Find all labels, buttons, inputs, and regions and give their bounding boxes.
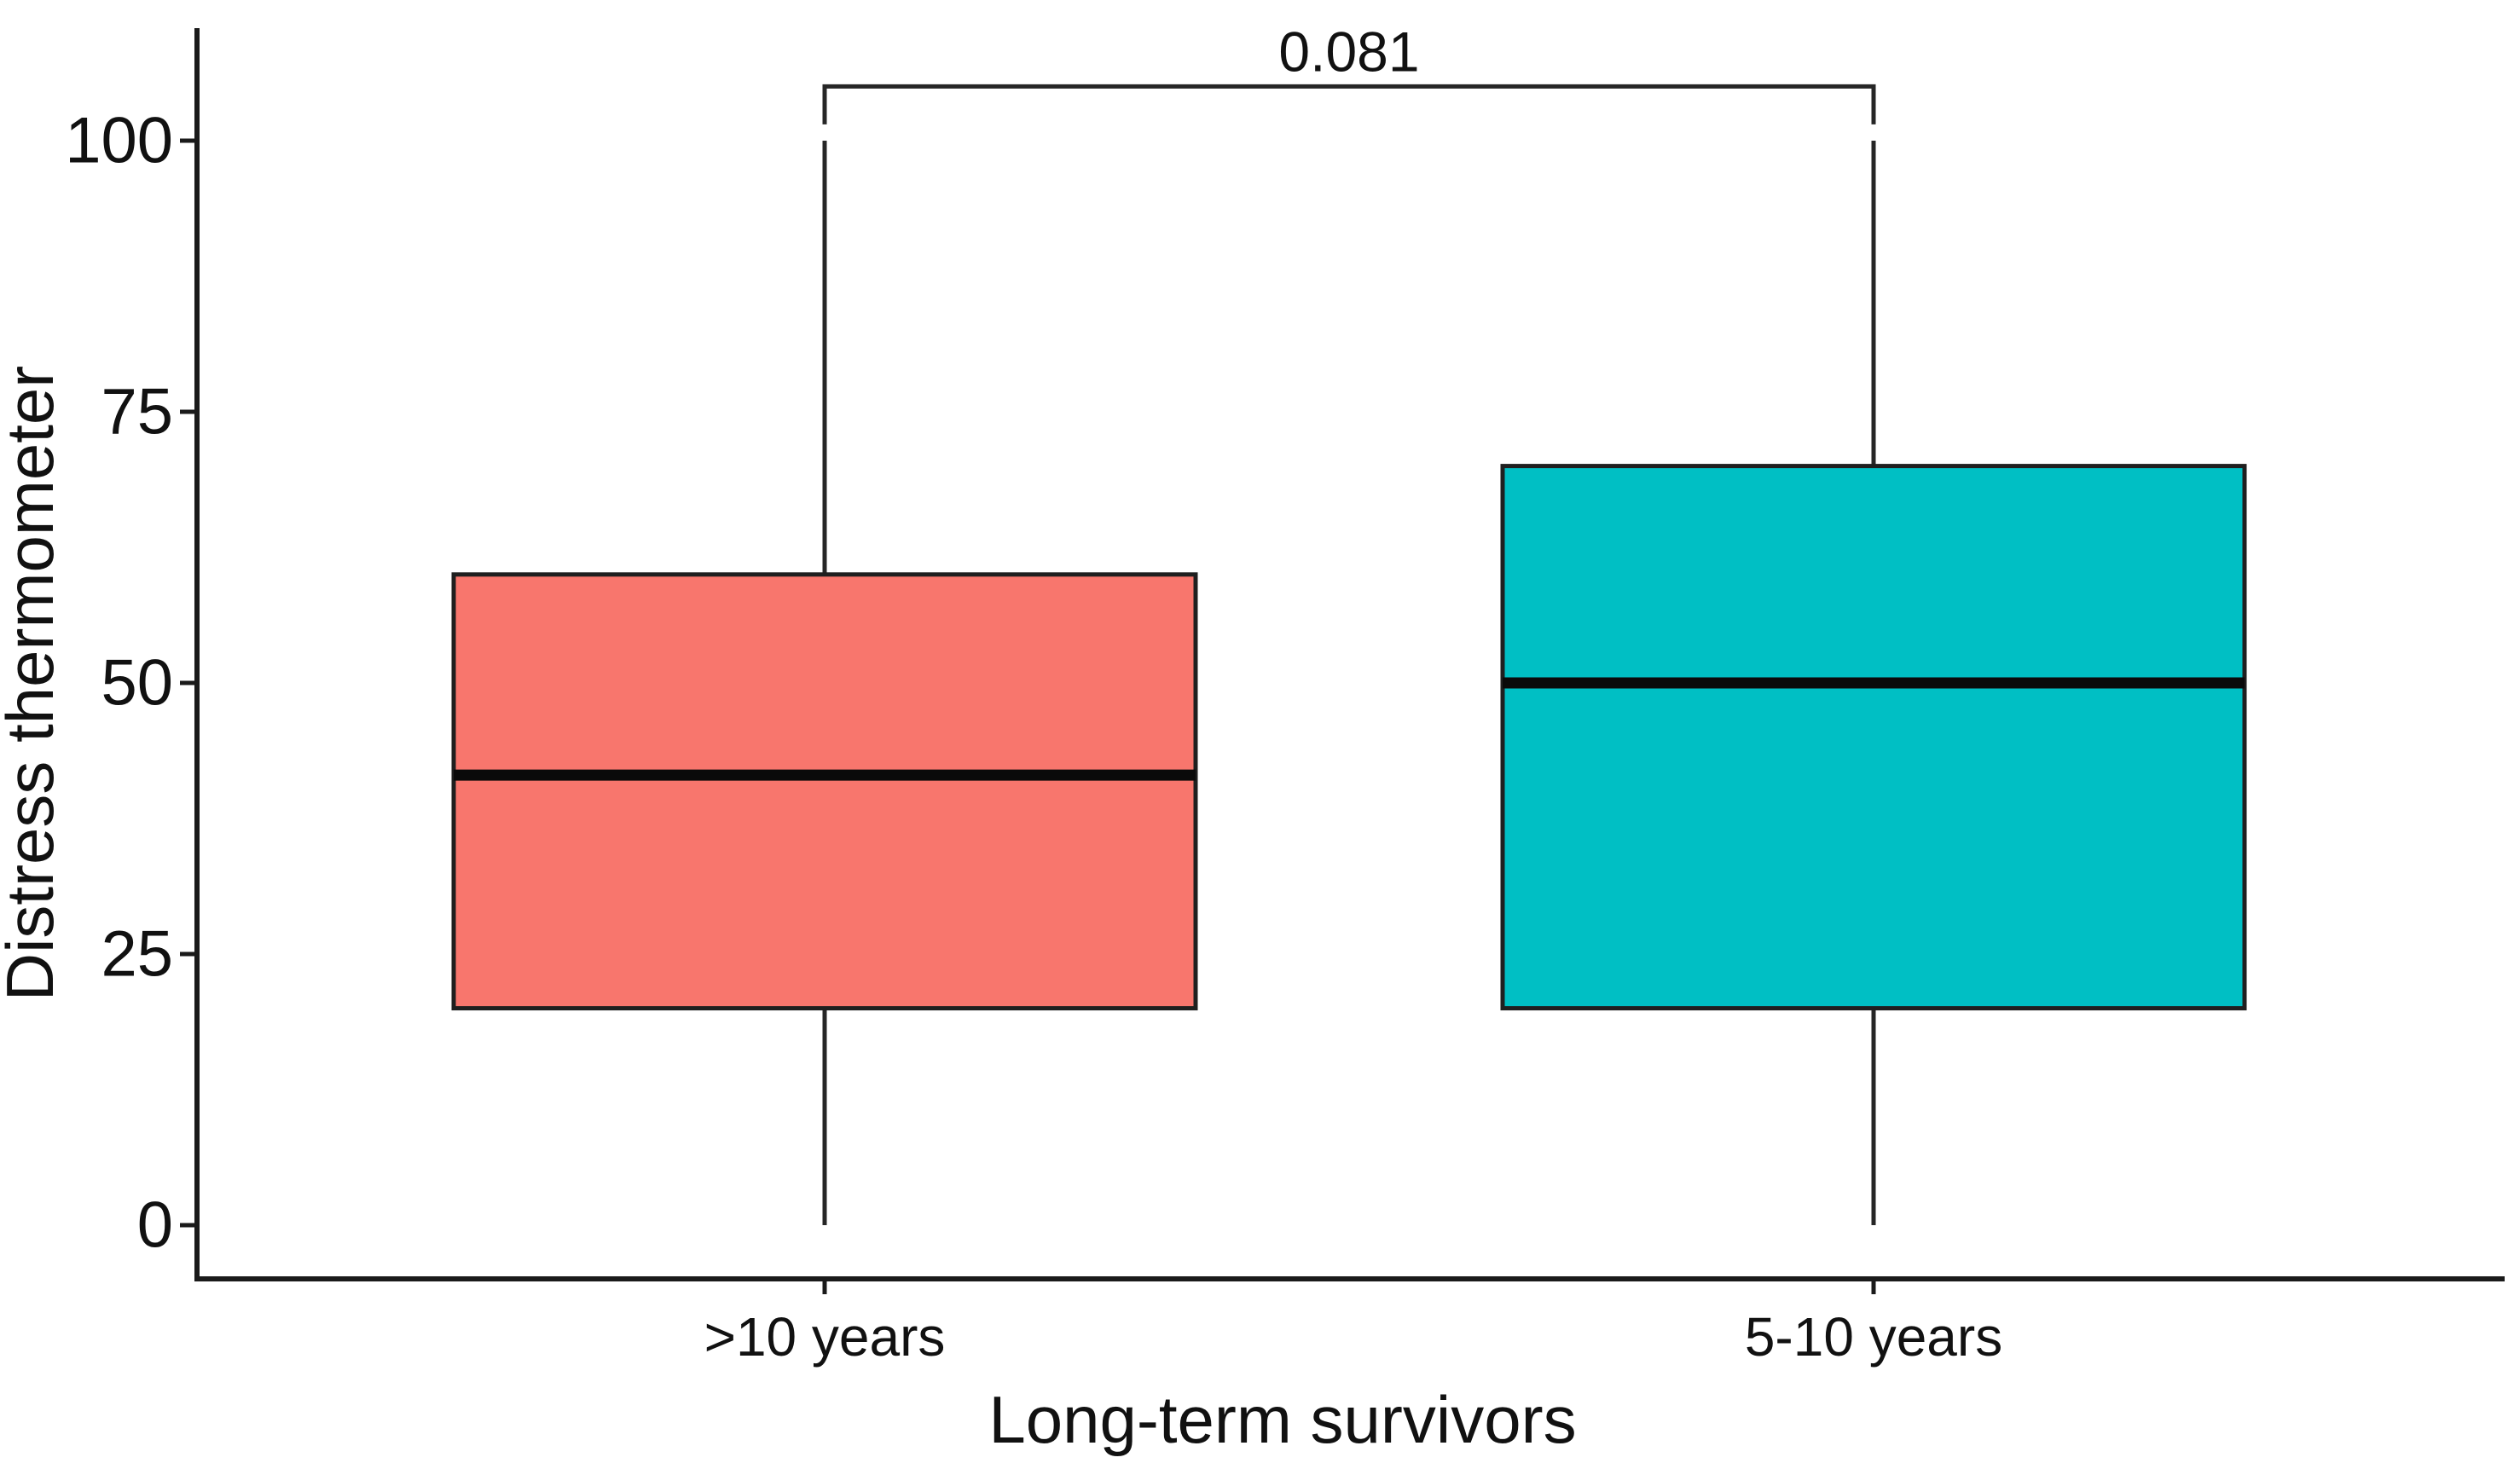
significance-bracket <box>822 84 1876 124</box>
axes-layer <box>180 28 2505 1294</box>
y-tick-label: 0 <box>137 1189 173 1262</box>
box-rect <box>1500 464 2247 1011</box>
y-tick-label: 100 <box>65 105 173 177</box>
y-tick-label: 75 <box>101 376 173 448</box>
x-tick-label: >10 years <box>704 1306 946 1368</box>
annotation-layer: 0.081 <box>822 20 1876 124</box>
x-tick-label: 5-10 years <box>1745 1306 2002 1368</box>
y-axis-title: Distress thermometer <box>0 366 67 1002</box>
p-value-label: 0.081 <box>1278 20 1419 83</box>
boxes-layer <box>451 141 2247 1225</box>
y-tick-label: 50 <box>101 647 173 720</box>
boxplot-group <box>451 141 1198 1225</box>
y-tick-label: 25 <box>101 918 173 991</box>
boxplot-group <box>1500 141 2247 1225</box>
labels-layer: 0 25 50 75 100 >10 years 5-10 years Distress th… <box>0 105 2002 1458</box>
x-axis-title: Long-term survivors <box>988 1382 1576 1457</box>
box-rect <box>451 572 1198 1011</box>
